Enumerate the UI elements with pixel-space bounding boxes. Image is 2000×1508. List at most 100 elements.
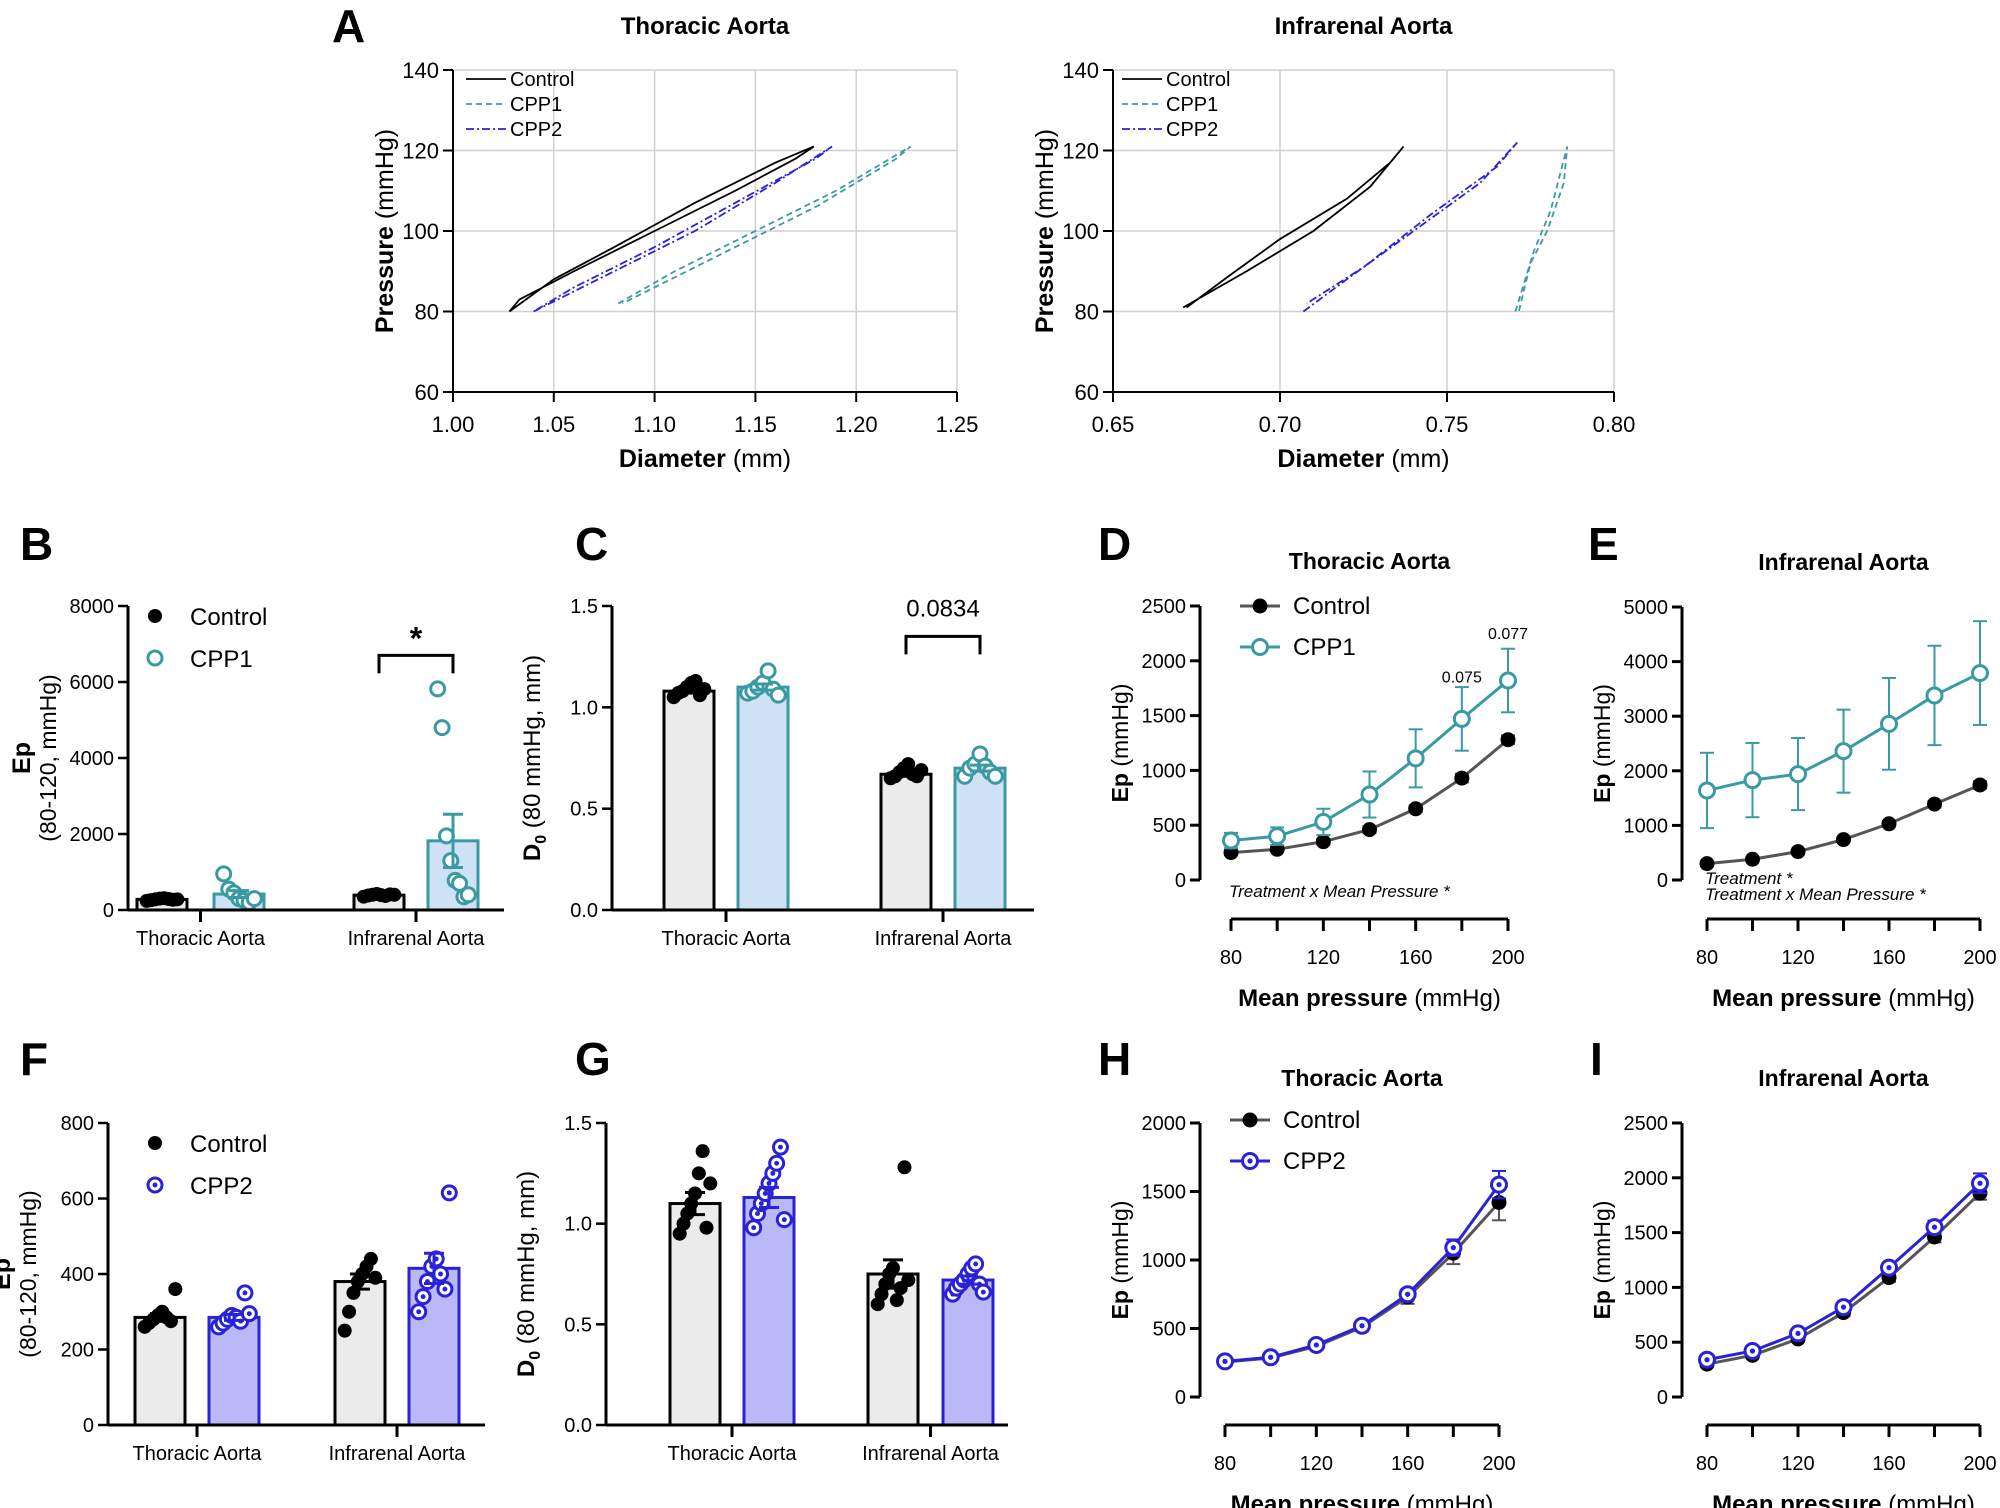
y-tick-label: 2500 — [1142, 596, 1187, 618]
data-point — [368, 1270, 383, 1285]
data-point-center — [766, 1180, 772, 1186]
y-axis-label-unit: (mmHg) — [1589, 684, 1615, 773]
x-tick-label: 160 — [1872, 1453, 1905, 1475]
data-point-center — [980, 1289, 986, 1295]
chart-panel-g-7: 0.0 0.5 1.0 1.5 Thoracic Aorta Infrarenal Aor… — [513, 1113, 1008, 1465]
data-point — [1268, 827, 1287, 846]
y-tick-label: 1000 — [1142, 760, 1187, 782]
data-point-center — [1931, 1224, 1938, 1230]
chart-title: Infrarenal Aorta — [1758, 549, 1929, 575]
x-axis-label-bold: Mean pressure — [1231, 1491, 1400, 1508]
data-point — [1834, 742, 1853, 761]
legend-label: CPP2 — [1166, 119, 1218, 141]
chart-panel-c-3: 0.0 0.5 1.0 1.5 Thoracic Aorta Infrarenal Aor… — [519, 595, 1034, 950]
x-axis-label-bold: Mean pressure — [1712, 1491, 1881, 1508]
chart-panel-d-4: Thoracic Aorta 0 500 1000 1500 2000 2500 80 120 1… — [1107, 548, 1528, 1012]
legend-marker — [148, 609, 162, 623]
data-point — [897, 1160, 912, 1175]
x-tick-label: 0.80 — [1593, 412, 1636, 437]
x-tick-label: 0.65 — [1092, 412, 1135, 437]
data-point — [433, 719, 451, 737]
x-axis-label: Mean pressure (mmHg) — [1231, 1491, 1494, 1508]
data-point — [168, 1282, 183, 1297]
data-point-center — [751, 1225, 757, 1231]
legend-marker — [1251, 638, 1269, 656]
statistics-note: Treatment x Mean Pressure * — [1705, 885, 1927, 904]
data-point-center — [1222, 1358, 1228, 1365]
y-tick-label: 1000 — [1624, 1277, 1669, 1299]
data-point — [170, 892, 185, 907]
data-point — [1790, 844, 1806, 860]
y-tick-label: 1.5 — [570, 596, 598, 618]
data-point-center — [246, 1311, 252, 1317]
y-axis-label-subscript: 0 — [527, 1351, 544, 1360]
bar-cpp1 — [736, 685, 790, 912]
data-point-center — [438, 1271, 444, 1277]
panel-letter-f: F — [20, 1033, 48, 1085]
legend-label: CPP1 — [1293, 634, 1356, 661]
x-axis-label: Diameter (mm) — [1277, 445, 1449, 473]
series-cpp2-line — [1224, 1183, 1501, 1363]
data-point-center — [973, 1261, 979, 1267]
y-axis-label: Ep (mmHg) — [1107, 1201, 1133, 1320]
data-point — [691, 1166, 706, 1181]
category-label: Infrarenal Aorta — [348, 928, 486, 950]
y-tick-label: 0.0 — [570, 900, 598, 922]
x-tick-label: 80 — [1220, 947, 1242, 969]
y-tick-label: 120 — [402, 139, 439, 164]
bar-control — [333, 1280, 387, 1427]
category-label: Thoracic Aorta — [662, 928, 792, 950]
data-point — [245, 890, 263, 908]
chart-title: Thoracic Aorta — [1289, 548, 1451, 574]
y-tick-label: 400 — [61, 1264, 94, 1286]
bar-control — [133, 1315, 187, 1427]
data-point-center — [1704, 1357, 1710, 1363]
data-point — [163, 1314, 178, 1329]
series-control-loop — [1182, 145, 1405, 309]
panel-letter-d: D — [1098, 518, 1131, 570]
category-label: Thoracic Aorta — [668, 1443, 798, 1465]
data-point — [703, 1176, 718, 1191]
y-axis-label-unit: (mmHg) — [1589, 1201, 1615, 1290]
bar-cpp1 — [953, 766, 1007, 912]
data-point-center — [1977, 1180, 1983, 1186]
x-tick-label: 1.25 — [936, 412, 979, 437]
y-tick-label: 2000 — [70, 824, 115, 846]
data-point — [1500, 732, 1516, 748]
data-point-center — [1268, 1354, 1274, 1360]
data-point-center — [770, 1170, 776, 1176]
data-point-center — [1359, 1323, 1365, 1329]
x-axis-label: Mean pressure (mmHg) — [1712, 985, 1975, 1012]
y-tick-label: 80 — [415, 300, 439, 325]
y-tick-label: 120 — [1062, 139, 1099, 164]
y-axis-label-line2: (80-120, mmHg) — [15, 1190, 41, 1357]
y-tick-label: 0 — [83, 1415, 94, 1437]
x-tick-label: 120 — [1781, 1453, 1814, 1475]
y-axis-label-bold: Ep — [1589, 774, 1615, 803]
y-tick-label: 500 — [1153, 815, 1186, 837]
y-axis-label: Ep (mmHg) — [1107, 684, 1133, 803]
category-label: Infrarenal Aorta — [329, 1443, 467, 1465]
x-tick-label: 160 — [1391, 1453, 1424, 1475]
data-point — [901, 1273, 916, 1288]
data-point — [769, 686, 787, 704]
chart-panel-i-9: Infrarenal Aorta 0 500 1000 1500 2000 2500 80 12… — [1589, 1065, 1997, 1508]
category-label: Infrarenal Aorta — [875, 928, 1013, 950]
data-point-center — [420, 1294, 426, 1300]
y-tick-label: 4000 — [1624, 652, 1669, 674]
y-tick-label: 0 — [1657, 870, 1668, 892]
data-point — [1222, 831, 1240, 850]
data-point-center — [416, 1309, 422, 1315]
data-point-center — [762, 1191, 768, 1196]
y-tick-label: 0.5 — [564, 1314, 592, 1336]
chart-panel-b-2: 0 2000 4000 6000 8000 Control CPP1 Thoracic Aor… — [8, 596, 504, 950]
data-point-center — [1405, 1291, 1411, 1297]
data-point-center — [242, 1290, 248, 1296]
data-point — [1743, 771, 1762, 790]
data-point-center — [442, 1286, 448, 1292]
x-tick-label: 200 — [1963, 1453, 1996, 1475]
chart-title: Thoracic Aorta — [1281, 1065, 1443, 1091]
y-axis-label-bold: Ep — [1589, 1290, 1615, 1319]
legend-label: Control — [510, 69, 574, 91]
